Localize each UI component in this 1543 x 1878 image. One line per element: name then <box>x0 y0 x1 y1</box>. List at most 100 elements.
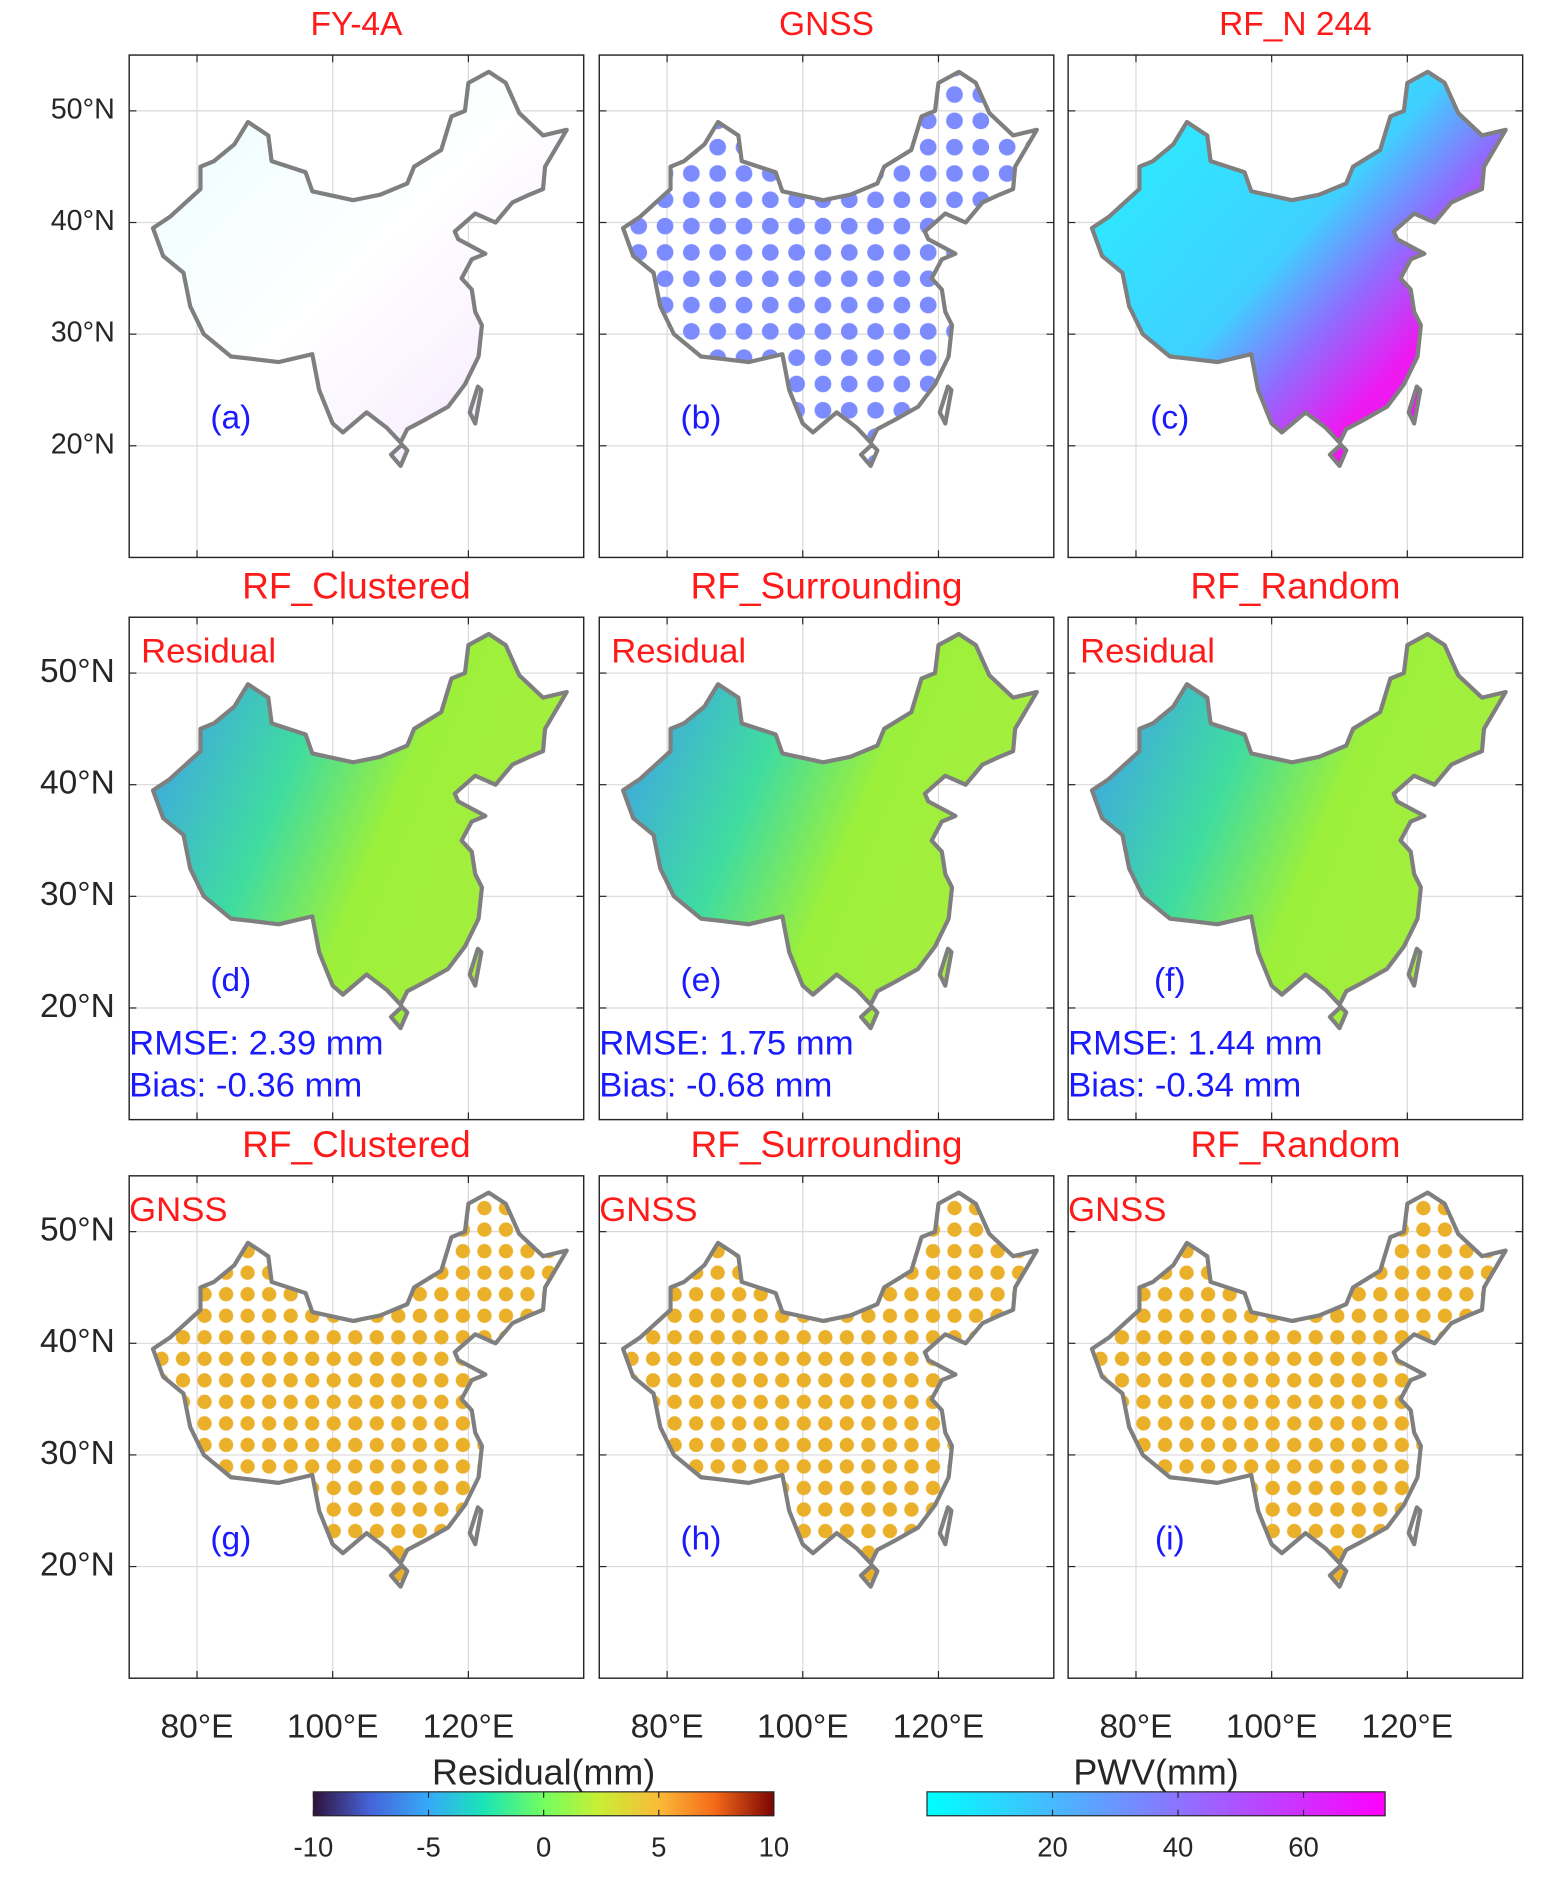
panel-annotation: Residual <box>1080 632 1215 670</box>
rmse-text: RMSE: 1.44 mm <box>1068 1025 1322 1063</box>
map-frame <box>1067 616 1524 1121</box>
panel-label: (e) <box>680 962 721 999</box>
map-frame <box>128 1175 585 1679</box>
panel-label: (d) <box>210 962 251 999</box>
country-fill <box>152 633 567 1029</box>
panel-title: RF_Clustered <box>242 564 471 606</box>
panel-label: (c) <box>1150 400 1189 437</box>
panels: 20°N 30°N 40°N 50°N FY-4A (a) GNSS (b) RF_N 244 (… <box>40 6 1524 1745</box>
y-tick-label: 30°N <box>40 1435 115 1472</box>
y-tick-label: 50°N <box>51 93 115 125</box>
panel-annotation: Residual <box>611 632 746 670</box>
panel-title: RF_Random <box>1190 1123 1400 1165</box>
colorbar-tick-label: 5 <box>651 1832 666 1863</box>
y-tick-label: 40°N <box>51 205 115 237</box>
x-tick-label: 100°E <box>287 1708 379 1745</box>
x-tick-label: 120°E <box>423 1708 515 1745</box>
panel-title: RF_Random <box>1190 564 1400 606</box>
country-fill <box>623 633 1037 1029</box>
map-panel: 80°E 100°E 120°E 20°N 30°N 40°N 50°N RF_Cluster… <box>40 1123 585 1745</box>
map-frame <box>1067 54 1524 559</box>
y-tick-label: 20°N <box>40 988 115 1025</box>
map-panel: 20°N 30°N 40°N 50°N FY-4A (a) <box>51 6 585 559</box>
country-fill <box>1091 1192 1506 1587</box>
panel-title: RF_N 244 <box>1219 6 1372 43</box>
country-outline <box>150 631 569 1031</box>
y-tick-label: 30°N <box>40 876 115 913</box>
x-tick-label: 100°E <box>757 1708 849 1745</box>
x-tick-label: 80°E <box>1099 1708 1172 1745</box>
y-tick-label: 50°N <box>40 653 115 690</box>
country-fill <box>1091 633 1506 1029</box>
panel-title: RF_Surrounding <box>691 564 963 606</box>
colorbar-tick-label: 0 <box>536 1832 551 1863</box>
map-frame <box>128 54 585 559</box>
map-panel: 80°E 100°E 120°E RF_Surrounding (h) GNSS <box>598 1123 1055 1745</box>
y-tick-label: 30°N <box>51 317 115 349</box>
bias-text: Bias: -0.36 mm <box>129 1066 362 1104</box>
bias-text: Bias: -0.68 mm <box>599 1066 832 1104</box>
panel-label: (h) <box>680 1520 721 1557</box>
country-fill <box>1091 71 1506 466</box>
panel-title: FY-4A <box>311 6 403 43</box>
panel-title: RF_Surrounding <box>691 1123 963 1165</box>
y-tick-label: 20°N <box>40 1546 115 1583</box>
panel-title: RF_Clustered <box>242 1123 471 1165</box>
country-outline <box>150 69 569 469</box>
map-panel: 80°E 100°E 120°E RF_Random (i) GNSS <box>1067 1123 1524 1745</box>
panel-annotation: GNSS <box>599 1191 697 1229</box>
map-frame <box>598 54 1055 559</box>
colorbars: Residual(mm) -10 -5 0 5 10 PWV(mm) 20 40 60 <box>294 1753 1386 1863</box>
map-frame <box>1067 1175 1524 1679</box>
panel-label: (a) <box>210 400 251 437</box>
x-tick-label: 120°E <box>893 1708 985 1745</box>
colorbar-tick-label: 40 <box>1163 1832 1194 1863</box>
map-frame <box>598 616 1055 1121</box>
country-outline <box>1089 69 1508 469</box>
map-frame <box>598 1175 1055 1679</box>
country-outline <box>1089 1190 1508 1589</box>
country-outline <box>1089 631 1508 1031</box>
y-tick-label: 50°N <box>40 1211 115 1248</box>
panel-annotation: Residual <box>141 632 276 670</box>
map-panel: RF_Surrounding (e) Residual RMSE: 1.75 mmBi… <box>598 564 1055 1121</box>
y-tick-label: 40°N <box>40 765 115 802</box>
bias-text: Bias: -0.34 mm <box>1068 1066 1301 1104</box>
x-tick-label: 80°E <box>631 1708 704 1745</box>
map-frame <box>128 616 585 1121</box>
colorbar-tick-label: 10 <box>759 1832 790 1863</box>
panel-title: GNSS <box>779 6 874 43</box>
country-outline <box>150 1190 569 1589</box>
rmse-text: RMSE: 2.39 mm <box>129 1025 383 1063</box>
country-fill <box>152 1192 567 1587</box>
map-panel: RF_N 244 (c) <box>1067 6 1524 559</box>
panel-annotation: GNSS <box>1068 1191 1166 1229</box>
country-outline <box>620 69 1039 469</box>
country-fill <box>623 1192 1037 1587</box>
panel-annotation: GNSS <box>129 1191 227 1229</box>
map-panel: GNSS (b) <box>598 6 1055 559</box>
colorbar-tick-label: -10 <box>294 1832 334 1863</box>
panel-label: (f) <box>1154 962 1186 999</box>
country-outline <box>620 1190 1039 1589</box>
x-tick-label: 100°E <box>1226 1708 1318 1745</box>
panel-label: (g) <box>210 1520 251 1557</box>
colorbar-tick-label: 20 <box>1037 1832 1068 1863</box>
colorbar-tick-label: -5 <box>416 1832 440 1863</box>
rmse-text: RMSE: 1.75 mm <box>599 1025 853 1063</box>
panel-label: (i) <box>1155 1520 1185 1557</box>
x-tick-label: 80°E <box>161 1708 234 1745</box>
country-fill <box>623 71 1037 466</box>
colorbar <box>926 1791 1386 1817</box>
colorbar-label: PWV(mm) <box>1073 1753 1238 1793</box>
country-fill <box>152 71 567 466</box>
colorbar-label: Residual(mm) <box>432 1753 655 1793</box>
x-tick-label: 120°E <box>1362 1708 1454 1745</box>
y-tick-label: 40°N <box>40 1323 115 1360</box>
colorbar-tick-label: 60 <box>1288 1832 1319 1863</box>
panel-label: (b) <box>680 400 721 437</box>
map-panel: 20°N 30°N 40°N 50°N RF_Clustered (d) Residual R… <box>40 564 585 1121</box>
country-outline <box>620 631 1039 1031</box>
